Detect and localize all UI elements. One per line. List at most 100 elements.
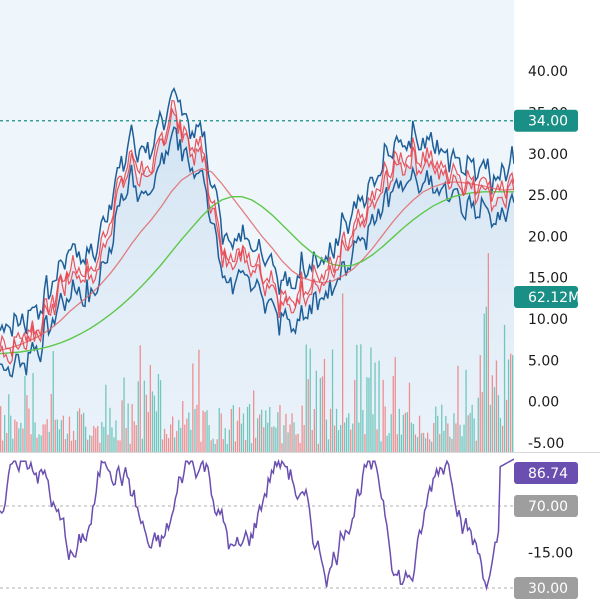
volume-bar (184, 424, 186, 452)
volume-bar (62, 415, 64, 452)
volume-bar (78, 408, 81, 452)
volume-bar (2, 440, 4, 452)
volume-bar (135, 425, 137, 452)
volume-bar (22, 428, 24, 452)
volume-bar (24, 376, 26, 452)
volume-bar (453, 413, 455, 452)
volume-bar (194, 409, 196, 452)
volume-bar (115, 420, 117, 452)
volume-bar (224, 428, 226, 452)
volume-bar (26, 395, 28, 452)
volume-bar (285, 413, 287, 452)
volume-bar (208, 425, 210, 452)
volume-bar (127, 403, 129, 452)
volume-bar (30, 434, 32, 452)
volume-bar (291, 413, 293, 452)
volume-bar (408, 382, 411, 452)
volume-bar (149, 365, 151, 452)
volume-bar (514, 413, 515, 453)
volume-bar (214, 443, 216, 452)
volume-bar (315, 370, 317, 452)
volume-bar (109, 407, 111, 452)
volume-bar (232, 405, 234, 452)
volume-bar (467, 415, 469, 452)
volume-bar (0, 406, 2, 452)
volume-bar (420, 433, 423, 452)
volume-bar (74, 439, 77, 452)
volume-bar (475, 440, 477, 452)
volume-bar (190, 429, 192, 452)
oscillator-tick-label: -15.00 (528, 546, 573, 562)
volume-bar (271, 427, 273, 452)
volume-bar (42, 424, 44, 452)
volume-bar (76, 411, 79, 452)
volume-bar (107, 434, 109, 452)
volume-bar (66, 433, 69, 452)
volume-bar (301, 405, 303, 452)
volume-bar (414, 434, 417, 452)
volume-bar (28, 408, 30, 452)
volume-bar (299, 442, 301, 452)
volume-bar (352, 423, 354, 452)
volume-bar (459, 424, 461, 452)
volume-bar (234, 441, 236, 452)
volume-bar (48, 431, 50, 452)
current-price-badge-label: 34.00 (528, 114, 568, 130)
volume-bar (240, 423, 243, 452)
volume-bar (303, 425, 305, 452)
volume-bar (427, 432, 429, 452)
volume-bar (358, 422, 360, 452)
volume-bar (477, 397, 479, 452)
volume-bar (370, 347, 372, 452)
volume-bar (6, 433, 8, 452)
volume-bar (226, 443, 228, 452)
volume-bar (317, 443, 319, 452)
volume-bar (70, 440, 73, 452)
volume-bar (198, 349, 200, 452)
volume-bar (283, 425, 285, 452)
price-tick-label: 40.00 (528, 64, 568, 80)
volume-bar (180, 427, 182, 452)
volume-bar (236, 420, 239, 452)
volume-bar (416, 437, 419, 452)
oscillator-layer (0, 458, 514, 592)
volume-bar (384, 406, 386, 452)
volume-bar (202, 410, 204, 452)
volume-bar (501, 425, 504, 452)
price-line-low (0, 107, 514, 365)
volume-bar (340, 424, 342, 452)
volume-bar (471, 404, 473, 452)
volume-bar (95, 428, 97, 452)
volume-bar (329, 408, 332, 452)
volume-bar (364, 434, 366, 452)
volume-bar (222, 439, 224, 452)
volume-bar (10, 415, 12, 452)
volume-bar (269, 407, 271, 452)
volume-bar (228, 429, 230, 452)
volume-bar (392, 375, 394, 452)
volume-bar (489, 404, 491, 452)
volume-bar (4, 415, 6, 452)
volume-bar (491, 375, 493, 452)
volume-bar (447, 423, 449, 452)
volume-bar (72, 430, 75, 452)
volume-bar (307, 379, 309, 452)
volume-bar (281, 443, 283, 452)
volume-bar (412, 424, 415, 452)
price-tick-label: 10.00 (528, 312, 568, 328)
volume-bar (52, 351, 54, 452)
volume-bar (257, 418, 259, 452)
volume-bar (58, 429, 60, 452)
volume-bar (287, 432, 289, 452)
volume-bar (449, 436, 451, 452)
volume-bar (97, 426, 99, 452)
volume-bar (18, 428, 20, 452)
volume-bar (170, 424, 172, 452)
volume-bar (113, 437, 115, 452)
volume-bar (89, 435, 91, 452)
volume-bar (277, 412, 279, 452)
volume-bar (50, 393, 52, 452)
volume-bar (123, 377, 125, 452)
volume-bar (465, 369, 467, 452)
volume-bar (176, 430, 178, 452)
